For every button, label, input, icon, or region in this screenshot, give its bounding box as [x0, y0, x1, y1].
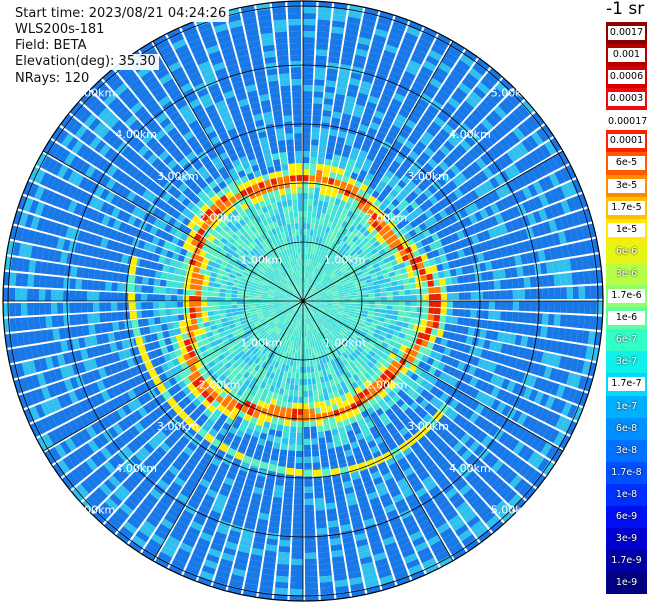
colorbar-tick-label: 0.0006 [608, 70, 645, 85]
colorbar-tick-label: 1e-6 [608, 311, 645, 326]
colorbar-tick-label: 1.7e-6 [608, 289, 645, 304]
field-label: Field: BETA [12, 38, 90, 54]
start-time-label: Start time: 2023/08/21 04:24:26 [12, 6, 230, 22]
colorbar-swatch: 1.7e-5 [606, 196, 647, 219]
range-label: 5.00km [74, 504, 116, 517]
colorbar-tick-label: 1e-9 [608, 576, 645, 590]
elevation-label: Elevation(deg): 35.30 [12, 54, 159, 70]
colorbar-tick-label: 1e-5 [608, 222, 645, 237]
colorbar-tick-label: 1.7e-5 [608, 200, 645, 215]
colorbar-tick-label: 3e-6 [608, 267, 645, 281]
colorbar-swatch: 3e-5 [606, 174, 647, 197]
scan-cells [3, 1, 603, 601]
azimuth-line [152, 300, 304, 562]
nrays-label: NRays: 120 [12, 71, 93, 87]
colorbar-swatch: 0.0006 [606, 66, 647, 89]
colorbar-swatch: 0.001 [606, 44, 647, 67]
range-label: 1.00km [324, 253, 366, 266]
colorbar-tick-label: 6e-6 [608, 245, 645, 259]
colorbar-swatch: 3e-9 [606, 528, 647, 551]
colorbar-tick-label: 6e-7 [608, 333, 645, 347]
colorbar-tick-label: 3e-5 [608, 178, 645, 193]
colorbar-tick-label: 3e-9 [608, 532, 645, 546]
colorbar-tick-label: 0.0017 [608, 26, 645, 40]
range-label: 4.00km [115, 128, 157, 141]
colorbar-tick-label: 0.0003 [608, 92, 645, 107]
colorbar-swatch: 1.7e-7 [606, 373, 647, 396]
colorbar-tick-label: 1e-8 [608, 488, 645, 502]
range-label: 3.00km [157, 420, 199, 433]
azimuth-line [302, 300, 454, 562]
colorbar-high-group: 0.0017 0.001 0.0006 0.0003 [606, 22, 647, 111]
colorbar-tick-label: 6e-9 [608, 510, 645, 524]
azimuth-line [302, 300, 564, 452]
range-label: 3.00km [157, 170, 199, 183]
colorbar-title: -1 sr [606, 0, 644, 19]
colorbar-tick-label: 3e-7 [608, 355, 645, 369]
colorbar-swatch: 0.0001 [606, 130, 647, 153]
colorbar-tick-label: 1.7e-8 [608, 466, 645, 480]
range-label: 4.00km [449, 128, 491, 141]
azimuth-line [42, 150, 304, 302]
colorbar-tick-label: 1e-7 [608, 400, 645, 414]
colorbar: 0.0017 0.001 0.0006 0.0003 0.00017 0.0001 6e… [606, 22, 647, 595]
azimuth-line [152, 40, 304, 302]
colorbar-swatch: 1.7e-9 [606, 550, 647, 573]
colorbar-tick-label: 1.7e-7 [608, 377, 645, 392]
range-label: 5.00km [491, 86, 533, 99]
colorbar-threshold-label: 0.00017 [606, 114, 647, 130]
range-label: 1.00km [240, 337, 282, 350]
azimuth-line [302, 40, 454, 302]
colorbar-swatch: 1e-6 [606, 307, 647, 330]
colorbar-tick-label: 3e-8 [608, 444, 645, 458]
colorbar-swatch: 0.0017 [606, 22, 647, 45]
colorbar-tick-label: 6e-8 [608, 422, 645, 436]
range-label: 5.00km [491, 504, 533, 517]
range-label: 1.00km [324, 337, 366, 350]
colorbar-swatch: 1e-9 [606, 572, 647, 595]
azimuth-line [302, 150, 564, 302]
colorbar-swatch: 3e-7 [606, 351, 647, 374]
colorbar-tick-label: 6e-5 [608, 156, 645, 171]
colorbar-tick-label: 0.0001 [608, 134, 645, 149]
colorbar-main-group: 0.0001 6e-5 3e-5 1.7e-5 1e-5 6e-6 3e-6 1.7e-6 1e… [606, 130, 647, 595]
colorbar-swatch: 1e-5 [606, 218, 647, 241]
colorbar-swatch: 1e-7 [606, 395, 647, 418]
range-label: 1.00km [240, 253, 282, 266]
colorbar-swatch: 0.0003 [606, 88, 647, 111]
range-labels: 1.00km 1.00km 1.00km 1.00km 2.00km 2.00km 2.00… [74, 86, 533, 516]
colorbar-swatch: 3e-8 [606, 439, 647, 462]
range-label: 2.00km [366, 212, 408, 225]
colorbar-swatch: 1e-8 [606, 483, 647, 506]
range-label: 5.00km [74, 86, 116, 99]
range-label: 2.00km [199, 378, 241, 391]
range-label: 4.00km [115, 462, 157, 475]
lidar-name-label: WLS200s-181 [12, 22, 108, 38]
colorbar-swatch: 6e-6 [606, 240, 647, 263]
colorbar-tick-label: 1.7e-9 [608, 554, 645, 568]
azimuth-line [42, 300, 304, 452]
range-label: 2.00km [199, 212, 241, 225]
range-label: 3.00km [407, 420, 449, 433]
colorbar-swatch: 6e-7 [606, 329, 647, 352]
colorbar-tick-label: 0.001 [608, 48, 645, 63]
colorbar-swatch: 6e-9 [606, 505, 647, 529]
colorbar-swatch: 6e-5 [606, 152, 647, 175]
range-label: 4.00km [449, 462, 491, 475]
colorbar-swatch: 6e-8 [606, 417, 647, 440]
azimuth-lines [3, 1, 603, 601]
range-label: 3.00km [407, 170, 449, 183]
range-label: 2.00km [366, 378, 408, 391]
colorbar-swatch: 1.7e-8 [606, 461, 647, 484]
colorbar-swatch: 3e-6 [606, 262, 647, 286]
colorbar-swatch: 1.7e-6 [606, 285, 647, 308]
